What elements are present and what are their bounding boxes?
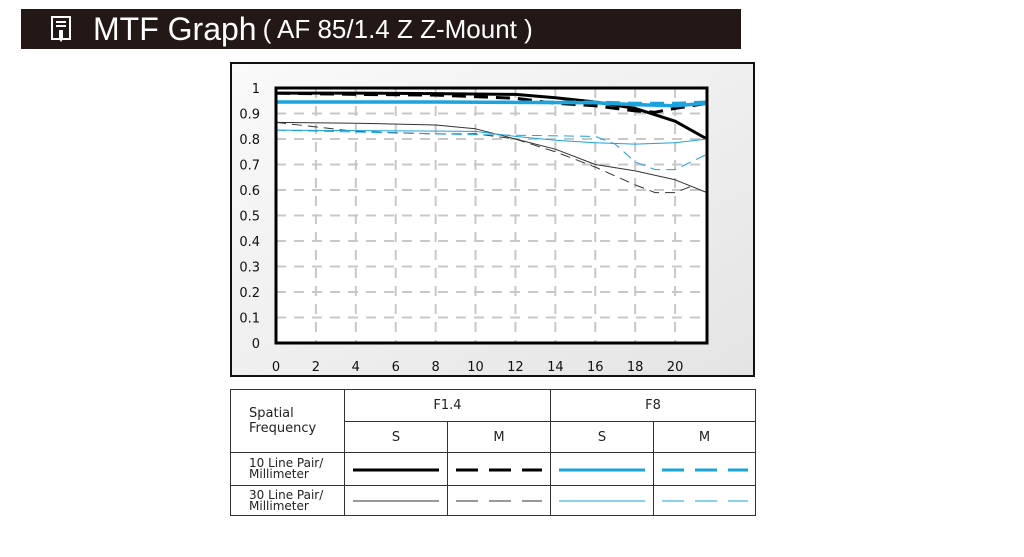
y-tick-label: 0.3 xyxy=(239,261,260,276)
col-m: M xyxy=(653,421,756,453)
x-tick-label: 18 xyxy=(627,360,644,375)
series-line-1 xyxy=(275,91,708,114)
y-tick-label: 0.1 xyxy=(239,312,260,327)
x-tick-label: 0 xyxy=(272,360,280,375)
legend-swatch xyxy=(550,485,654,516)
legend-line xyxy=(456,500,542,502)
x-tick-label: 2 xyxy=(312,360,320,375)
legend-swatch xyxy=(653,485,756,516)
y-tick-label: 1 xyxy=(252,82,260,97)
x-tick-label: 6 xyxy=(392,360,400,375)
x-tick-label: 12 xyxy=(507,360,524,375)
series-line-6 xyxy=(275,129,708,145)
legend-swatch xyxy=(550,452,654,486)
x-tick-label: 16 xyxy=(587,360,604,375)
legend-line xyxy=(661,500,748,502)
legend-swatch xyxy=(447,452,551,486)
y-tick-label: 0.2 xyxy=(239,286,260,301)
legend-swatch xyxy=(344,452,448,486)
col-m: M xyxy=(447,421,551,453)
legend-line xyxy=(559,468,645,471)
y-tick-label: 0.4 xyxy=(239,235,260,250)
y-tick-label: 0.9 xyxy=(239,108,260,123)
x-tick-label: 20 xyxy=(667,360,684,375)
legend-line xyxy=(661,468,748,471)
series-line-7 xyxy=(275,129,708,171)
mtf-chart: 0 2 4 6 8 10 12 14 16 18 20 0 0.1 0.2 0.3 0.4 0.5 0.6 0.7 0… xyxy=(230,62,755,377)
spatial-frequency-header: Spatial Frequency xyxy=(230,389,345,453)
legend-swatch xyxy=(344,485,448,516)
title-bar: MTF Graph ( AF 85/1.4 Z Z-Mount ) xyxy=(21,9,741,49)
aperture-f1.4: F1.4 xyxy=(344,389,551,422)
y-tick-label: 0.6 xyxy=(239,184,260,199)
x-tick-label: 8 xyxy=(431,360,439,375)
col-s: S xyxy=(550,421,654,453)
legend-table: Spatial Frequency F1.4 F8 S M S M 10 Lin… xyxy=(230,389,756,516)
document-pencil-icon xyxy=(51,16,71,42)
series-line-3 xyxy=(276,100,708,105)
row-30lp: 30 Line Pair/ Millimeter xyxy=(230,485,345,516)
legend-swatch xyxy=(653,452,756,486)
y-tick-label: 0.8 xyxy=(239,133,260,148)
row-10lp: 10 Line Pair/ Millimeter xyxy=(230,452,345,486)
x-tick-label: 4 xyxy=(352,360,360,375)
series-line-4 xyxy=(275,121,708,194)
legend-line xyxy=(353,500,439,502)
legend-swatch xyxy=(447,485,551,516)
series-line-0 xyxy=(276,91,708,141)
page-subtitle: ( AF 85/1.4 Z Z-Mount ) xyxy=(262,13,533,44)
y-tick-label: 0 xyxy=(252,337,260,352)
aperture-f8: F8 xyxy=(550,389,756,422)
page-title: MTF Graph xyxy=(93,10,257,47)
col-s: S xyxy=(344,421,448,453)
plot-border xyxy=(274,86,709,345)
legend-line xyxy=(559,500,645,502)
x-tick-label: 14 xyxy=(547,360,564,375)
y-tick-label: 0.7 xyxy=(239,159,260,174)
x-tick-label: 10 xyxy=(467,360,484,375)
legend-line xyxy=(456,468,542,471)
legend-line xyxy=(353,468,439,471)
y-tick-label: 0.5 xyxy=(239,210,260,225)
